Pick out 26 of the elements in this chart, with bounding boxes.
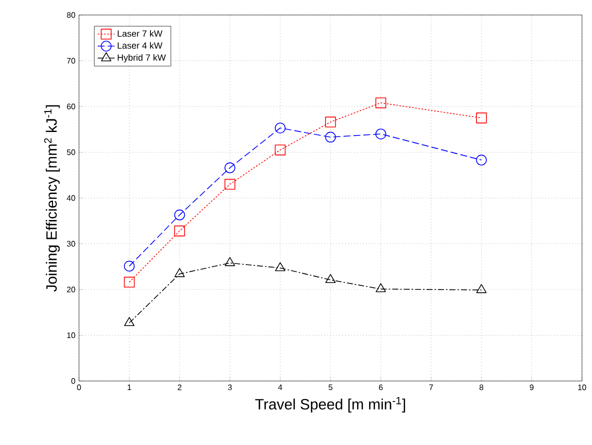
y-axis-title: Joining Efficiency [mm$^{2}$ kJ$^{-1}$] xyxy=(44,105,60,292)
point xyxy=(376,283,386,292)
point xyxy=(476,284,487,294)
point xyxy=(224,257,236,266)
point xyxy=(476,154,487,166)
x-axis-title: Travel Speed [m min$^{-1}$] xyxy=(255,397,406,412)
point xyxy=(224,162,236,174)
point xyxy=(275,262,286,272)
point xyxy=(375,128,386,140)
point xyxy=(224,178,236,190)
point xyxy=(174,268,185,278)
legend-label: Laser 7 kW xyxy=(118,30,162,37)
point xyxy=(476,112,487,124)
point xyxy=(274,122,286,134)
point xyxy=(174,210,185,220)
legend-label: Laser 4 kW xyxy=(118,42,162,49)
point xyxy=(174,226,185,236)
legend-label: Hybrid 7 kW xyxy=(118,54,166,62)
point xyxy=(325,274,336,284)
point xyxy=(325,132,336,143)
point xyxy=(375,97,386,108)
point xyxy=(325,116,336,128)
point xyxy=(274,144,286,156)
point xyxy=(124,276,135,288)
point xyxy=(124,317,134,326)
point xyxy=(124,260,135,272)
